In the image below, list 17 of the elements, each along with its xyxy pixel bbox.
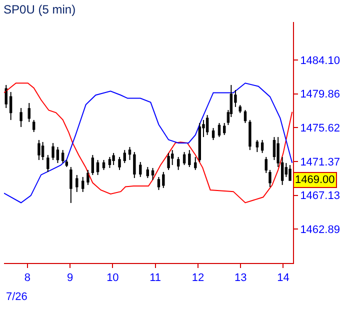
text: 7/26: [6, 291, 28, 303]
x-tick-label: 12: [192, 272, 204, 284]
x-tick-label: 13: [234, 272, 247, 284]
annotation: 1469.00: [295, 174, 335, 186]
y-tick-label: 1484.10: [300, 54, 340, 67]
y-tick-label: 1479.86: [300, 88, 340, 101]
y-tick-label: 1467.13: [300, 190, 340, 202]
y-tick-label: 1475.62: [300, 122, 340, 134]
x-tick-label: 11: [150, 272, 162, 284]
x-tick-label: 8: [24, 272, 31, 284]
y-tick-label: 1471.37: [300, 156, 340, 168]
x-tick-label: 10: [106, 272, 119, 284]
line-series: [4, 82, 293, 204]
chart-title: SP0U (5 min): [4, 2, 76, 16]
y-tick-label: 1462.89: [300, 224, 340, 236]
x-tick-label: 9: [67, 272, 74, 284]
x-tick-label: 14: [277, 272, 290, 284]
